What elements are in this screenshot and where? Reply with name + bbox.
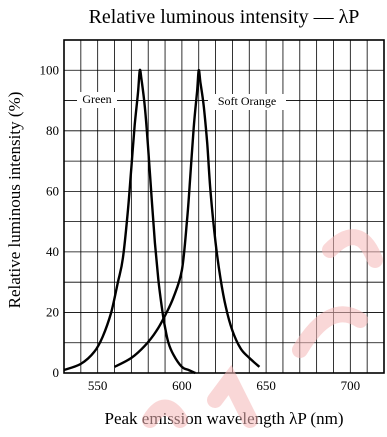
- orange-label-bg: [208, 94, 286, 110]
- x-tick-label: 550: [88, 378, 108, 393]
- series-line-green: [63, 68, 196, 375]
- x-tick-label: 650: [256, 378, 276, 393]
- x-tick-label: 700: [341, 378, 361, 393]
- y-axis-label: Relative luminous intensity (%): [5, 92, 24, 309]
- y-tick-label: 40: [46, 244, 59, 259]
- legend-label-soft-orange: Soft Orange: [218, 94, 276, 108]
- plot-frame: [63, 39, 385, 374]
- y-tick-label: 20: [46, 304, 59, 319]
- y-tick-label: 0: [53, 365, 60, 380]
- y-tick-label: 100: [40, 62, 60, 77]
- series-labels: Green Soft Orange: [77, 92, 286, 110]
- grid: [64, 40, 384, 373]
- green-label-bg: [77, 92, 117, 108]
- series-layer: [63, 68, 261, 375]
- series-line-soft-orange: [113, 68, 261, 368]
- x-axis-label: Peak emission wavelength λP (nm): [105, 409, 344, 428]
- x-tick-label: 600: [172, 378, 192, 393]
- ticks: 550 600 650 700 0 20 40 60 80 100: [40, 62, 361, 393]
- legend-label-green: Green: [82, 92, 111, 106]
- y-tick-label: 60: [46, 183, 59, 198]
- chart-title: Relative luminous intensity — λP: [89, 6, 360, 28]
- y-tick-label: 80: [46, 123, 59, 138]
